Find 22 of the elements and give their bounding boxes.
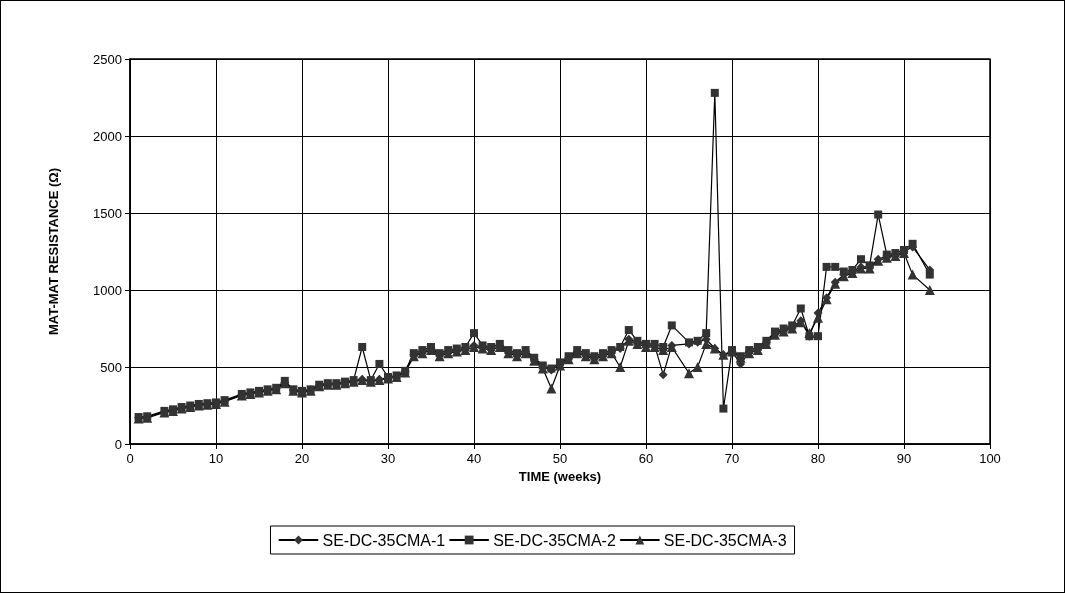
- x-tick-label: 20: [294, 451, 310, 466]
- y-tick-label: 1500: [93, 205, 122, 221]
- x-tick-label: 60: [638, 451, 654, 466]
- y-tick-label: 0: [114, 436, 122, 452]
- y-tick-label: 500: [100, 359, 122, 375]
- x-tick-label: 30: [380, 451, 396, 466]
- y-tick-label: 1000: [93, 282, 122, 298]
- y-axis-title: MAT-MAT RESISTANCE (Ω): [46, 167, 61, 336]
- x-tick-label: 50: [552, 451, 568, 466]
- x-axis-title: TIME (weeks): [518, 468, 602, 484]
- x-tick-label: 80: [810, 451, 826, 466]
- x-tick-label: 100: [979, 451, 1001, 466]
- x-tick-label: 0: [126, 451, 134, 466]
- x-tick-label: 40: [466, 451, 482, 466]
- legend-label: SE-DC-35CMA-2: [493, 531, 616, 549]
- x-tick-label: 70: [724, 451, 740, 466]
- x-tick-label: 90: [896, 451, 912, 466]
- legend-label: SE-DC-35CMA-3: [663, 531, 787, 549]
- legend-label: SE-DC-35CMA-1: [322, 531, 446, 549]
- y-tick-label: 2000: [93, 128, 122, 144]
- y-tick-label: 2500: [93, 51, 122, 67]
- x-tick-label: 10: [208, 451, 224, 466]
